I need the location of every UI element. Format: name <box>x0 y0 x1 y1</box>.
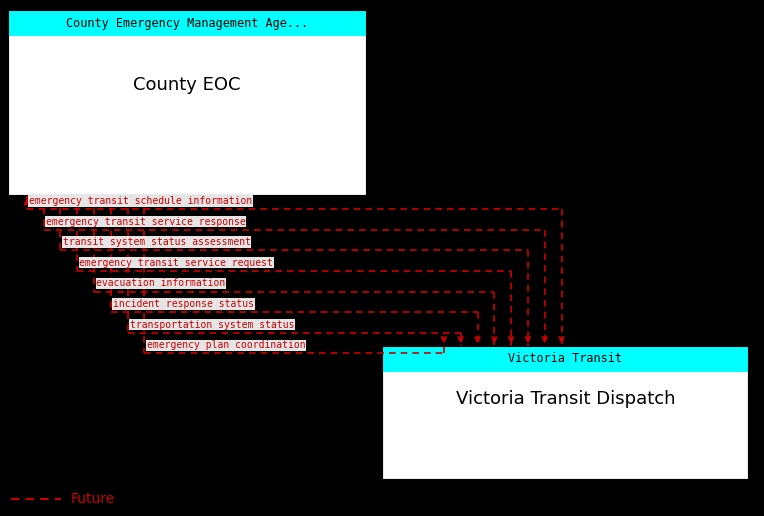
Text: emergency transit service response: emergency transit service response <box>46 217 245 227</box>
Text: Future: Future <box>71 492 115 506</box>
Text: County Emergency Management Age...: County Emergency Management Age... <box>66 17 309 30</box>
Text: emergency transit schedule information: emergency transit schedule information <box>29 196 252 206</box>
Bar <box>8 10 367 196</box>
Text: transit system status assessment: transit system status assessment <box>63 237 251 247</box>
Text: emergency transit service request: emergency transit service request <box>79 258 274 268</box>
Text: County EOC: County EOC <box>134 76 241 93</box>
Text: evacuation information: evacuation information <box>96 279 225 288</box>
Text: Victoria Transit: Victoria Transit <box>508 352 623 365</box>
Bar <box>382 346 749 480</box>
Text: transportation system status: transportation system status <box>130 320 294 330</box>
Bar <box>382 346 749 480</box>
Bar <box>8 10 367 36</box>
Bar <box>8 10 367 196</box>
Text: emergency plan coordination: emergency plan coordination <box>147 341 306 350</box>
Bar <box>382 346 749 372</box>
Text: incident response status: incident response status <box>113 299 254 309</box>
Text: Victoria Transit Dispatch: Victoria Transit Dispatch <box>455 391 675 408</box>
